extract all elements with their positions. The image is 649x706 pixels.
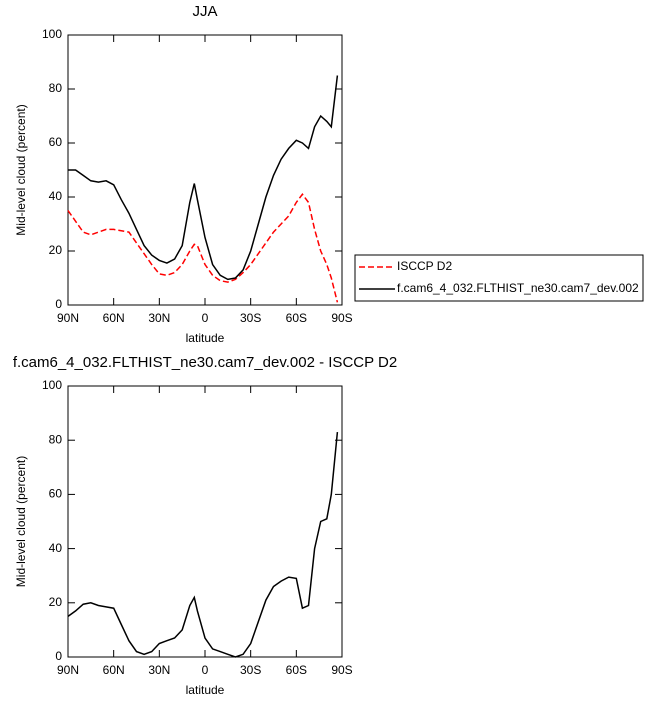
- y-tick-label: 20: [49, 595, 63, 609]
- data-line: [67, 193, 339, 303]
- x-axis-label: latitude: [186, 331, 225, 345]
- y-tick-label: 100: [42, 27, 62, 41]
- x-tick-label: 30N: [148, 311, 170, 325]
- data-line: [67, 432, 339, 658]
- y-axis-label: Mid-level cloud (percent): [14, 456, 28, 587]
- y-tick-label: 60: [49, 487, 63, 501]
- y-tick-label: 40: [49, 541, 63, 555]
- legend-label: f.cam6_4_032.FLTHIST_ne30.cam7_dev.002: [397, 281, 639, 295]
- y-tick-label: 40: [49, 189, 63, 203]
- x-tick-label: 0: [202, 663, 209, 677]
- y-axis-label: Mid-level cloud (percent): [14, 104, 28, 235]
- plot-frame: [67, 385, 343, 658]
- y-tick-label: 0: [55, 297, 62, 311]
- x-tick-label: 0: [202, 311, 209, 325]
- legend-box: [354, 254, 644, 302]
- y-tick-label: 0: [55, 649, 62, 663]
- x-tick-label: 30S: [240, 663, 261, 677]
- legend-label: ISCCP D2: [397, 259, 452, 273]
- x-axis-label: latitude: [186, 683, 225, 697]
- y-tick-label: 100: [42, 378, 62, 392]
- chart-title: f.cam6_4_032.FLTHIST_ne30.cam7_dev.002 -…: [13, 354, 397, 371]
- y-tick-label: 80: [49, 81, 63, 95]
- x-tick-label: 30S: [240, 311, 261, 325]
- x-tick-label: 60N: [103, 311, 125, 325]
- y-tick-label: 20: [49, 243, 63, 257]
- y-tick-label: 60: [49, 135, 63, 149]
- chart-title: JJA: [192, 3, 217, 20]
- data-line: [68, 75, 339, 281]
- x-tick-label: 90S: [331, 663, 352, 677]
- x-tick-label: 90S: [331, 311, 352, 325]
- x-tick-label: 60S: [286, 663, 307, 677]
- x-tick-label: 90N: [57, 311, 79, 325]
- x-tick-label: 90N: [57, 663, 79, 677]
- x-tick-label: 60N: [103, 663, 125, 677]
- x-tick-label: 30N: [148, 663, 170, 677]
- y-tick-label: 80: [49, 432, 63, 446]
- x-tick-label: 60S: [286, 311, 307, 325]
